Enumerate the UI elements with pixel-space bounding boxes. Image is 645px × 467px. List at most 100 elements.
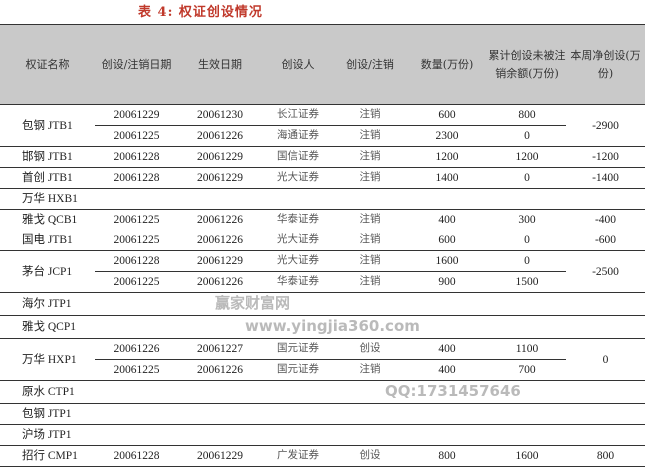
empty-cells: 赢家财富网 bbox=[95, 292, 645, 316]
table-cell: 20061229 bbox=[178, 146, 262, 168]
table-row: 招行 CMP1 20061228 20061229 广发证券 创设 800 1600 800 bbox=[0, 445, 645, 467]
table-cell: 注销 bbox=[334, 271, 406, 293]
table-row: 首创 JTB1 20061228 20061229 光大证券 注销 1400 0 -1400 bbox=[0, 167, 645, 189]
column-header: 创设/注销 bbox=[334, 24, 406, 105]
table-row: 雅戈 QCP1 www.yingjia360.com bbox=[0, 315, 645, 339]
table-cell: 光大证券 bbox=[262, 250, 334, 272]
table-cell: 20061229 bbox=[95, 104, 178, 126]
table-cell: 600 bbox=[406, 104, 488, 126]
table-row: 20061225 20061226 海通证券 注销 2300 0 bbox=[0, 125, 645, 147]
empty-cells bbox=[95, 403, 645, 425]
table-cell: 注销 bbox=[359, 234, 381, 245]
warrant-creation-table: 权证名称 创设/注销日期 生效日期 创设人 创设/注销 数量(万份) 累计创设未被注销余额(… bbox=[0, 24, 645, 467]
table-cell: 1200 bbox=[488, 146, 566, 168]
warrant-name: 原水 CTP1 bbox=[0, 380, 95, 404]
net-creation: -1400 bbox=[566, 167, 645, 189]
table-cell: 国信证券 bbox=[262, 146, 334, 168]
warrant-name: 海尔 JTP1 bbox=[0, 292, 95, 316]
column-header: 权证名称 bbox=[0, 24, 95, 105]
table-cell: 0 bbox=[488, 125, 566, 147]
table-cell: 华泰证券 bbox=[262, 209, 334, 230]
table-cell: 1600 bbox=[488, 445, 566, 467]
table-cell: 20061228 bbox=[95, 250, 178, 272]
table-cell: 20061228 bbox=[95, 146, 178, 168]
table-cell: 1500 bbox=[488, 271, 566, 293]
table-cell: 海通证券 bbox=[262, 125, 334, 147]
table-cell: 20061225 bbox=[95, 271, 178, 293]
watermark-text: 赢家财富网 bbox=[215, 294, 291, 312]
table-cell: 0 bbox=[488, 250, 566, 272]
warrant-name: 招行 CMP1 bbox=[0, 445, 95, 467]
table-cell: 20061226 bbox=[95, 338, 178, 360]
table-cell: 20061225 bbox=[95, 359, 178, 381]
table-cell: 1100 bbox=[488, 338, 566, 360]
empty-cells bbox=[95, 424, 645, 446]
table-cell: 注销 bbox=[334, 250, 406, 272]
column-header: 数量(万份) bbox=[406, 24, 488, 105]
table-row: 雅戈 QCB1 20061225 20061226 华泰证券 注销 400 300 -400 bbox=[0, 209, 645, 230]
warrant-name: 邯钢 JTB1 bbox=[0, 146, 95, 168]
table-cell: 400 bbox=[406, 359, 488, 381]
table-row: 包钢 JTB1 20061229 20061230 长江证券 注销 600 800 -2900 bbox=[0, 104, 645, 147]
warrant-name: 雅戈 QCB1 bbox=[0, 209, 95, 230]
table-row: 20061225 20061226 华泰证券 注销 900 1500 bbox=[0, 271, 645, 293]
table-cell: 20061226 bbox=[178, 209, 262, 230]
table-cell: 国元证券 bbox=[262, 359, 334, 381]
empty-cells: QQ:1731457646 bbox=[95, 380, 645, 404]
table-row: 茅台 JCP1 20061228 20061229 光大证券 注销 1600 0 -2500 bbox=[0, 250, 645, 293]
table-cell: 注销 bbox=[334, 146, 406, 168]
net-creation: -400 bbox=[566, 209, 645, 230]
table-cell: 20061225 bbox=[95, 125, 178, 147]
table-cell: 注销 bbox=[334, 104, 406, 126]
table-cell: 注销 bbox=[334, 125, 406, 147]
net-creation: -2500 bbox=[566, 250, 645, 293]
watermark-url: www.yingjia360.com bbox=[245, 317, 420, 335]
table-cell: 400 bbox=[406, 338, 488, 360]
table-cell: 华泰证券 bbox=[262, 271, 334, 293]
column-header: 累计创设未被注销余额(万份) bbox=[488, 24, 566, 105]
table-cell: 2300 bbox=[406, 125, 488, 147]
table-row: 20061225 20061226 国元证券 注销 400 700 bbox=[0, 359, 645, 381]
warrant-name: 雅戈 QCP1 bbox=[0, 315, 95, 339]
table-cell: 创设 bbox=[334, 445, 406, 467]
table-cell: 600 bbox=[438, 234, 456, 246]
warrant-name: 国电 JTB1 bbox=[22, 234, 73, 246]
table-cell: 700 bbox=[488, 359, 566, 381]
table-cell: 光大证券 bbox=[277, 234, 319, 245]
warrant-name: 包钢 JTB1 bbox=[0, 104, 95, 147]
table-cell: 国元证券 bbox=[262, 338, 334, 360]
table-cell: 光大证券 bbox=[262, 167, 334, 189]
table-cell: 20061225 bbox=[95, 209, 178, 230]
table-cell: 1600 bbox=[406, 250, 488, 272]
table-cell: 20061228 bbox=[95, 167, 178, 189]
table-cell: 注销 bbox=[334, 359, 406, 381]
net-creation: 800 bbox=[566, 445, 645, 467]
table-cell: 20061226 bbox=[178, 359, 262, 381]
net-creation: -2900 bbox=[566, 104, 645, 147]
table-cell: 1400 bbox=[406, 167, 488, 189]
table-cell: 400 bbox=[406, 209, 488, 230]
table-row: 万华 HXB1 bbox=[0, 188, 645, 210]
table-cell: 20061226 bbox=[178, 125, 262, 147]
table-row: 万华 HXP1 20061226 20061227 国元证券 创设 400 1100 0 bbox=[0, 338, 645, 381]
table-cell: 注销 bbox=[334, 209, 406, 230]
table-cell: 广发证券 bbox=[262, 445, 334, 467]
table-cell: 1200 bbox=[406, 146, 488, 168]
column-header: 创设/注销日期 bbox=[95, 24, 178, 105]
table-cell: 注销 bbox=[334, 167, 406, 189]
table-row: 原水 CTP1 QQ:1731457646 bbox=[0, 380, 645, 404]
table-title: 表 4: 权证创设情况 bbox=[138, 5, 263, 20]
column-header: 生效日期 bbox=[178, 24, 262, 105]
table-cell: 0 bbox=[524, 234, 530, 246]
table-cell: 800 bbox=[406, 445, 488, 467]
table-cell: 20061229 bbox=[178, 445, 262, 467]
table-cell: 创设 bbox=[334, 338, 406, 360]
table-cell: 20061225 bbox=[113, 234, 160, 246]
table-cell: 长江证券 bbox=[262, 104, 334, 126]
empty-cells: www.yingjia360.com bbox=[95, 315, 645, 339]
table-cell: 20061229 bbox=[178, 167, 262, 189]
warrant-name: 首创 JTB1 bbox=[0, 167, 95, 189]
warrant-name: 万华 HXP1 bbox=[0, 338, 95, 381]
table-cell: 20061227 bbox=[178, 338, 262, 360]
watermark-qq: QQ:1731457646 bbox=[385, 382, 521, 400]
